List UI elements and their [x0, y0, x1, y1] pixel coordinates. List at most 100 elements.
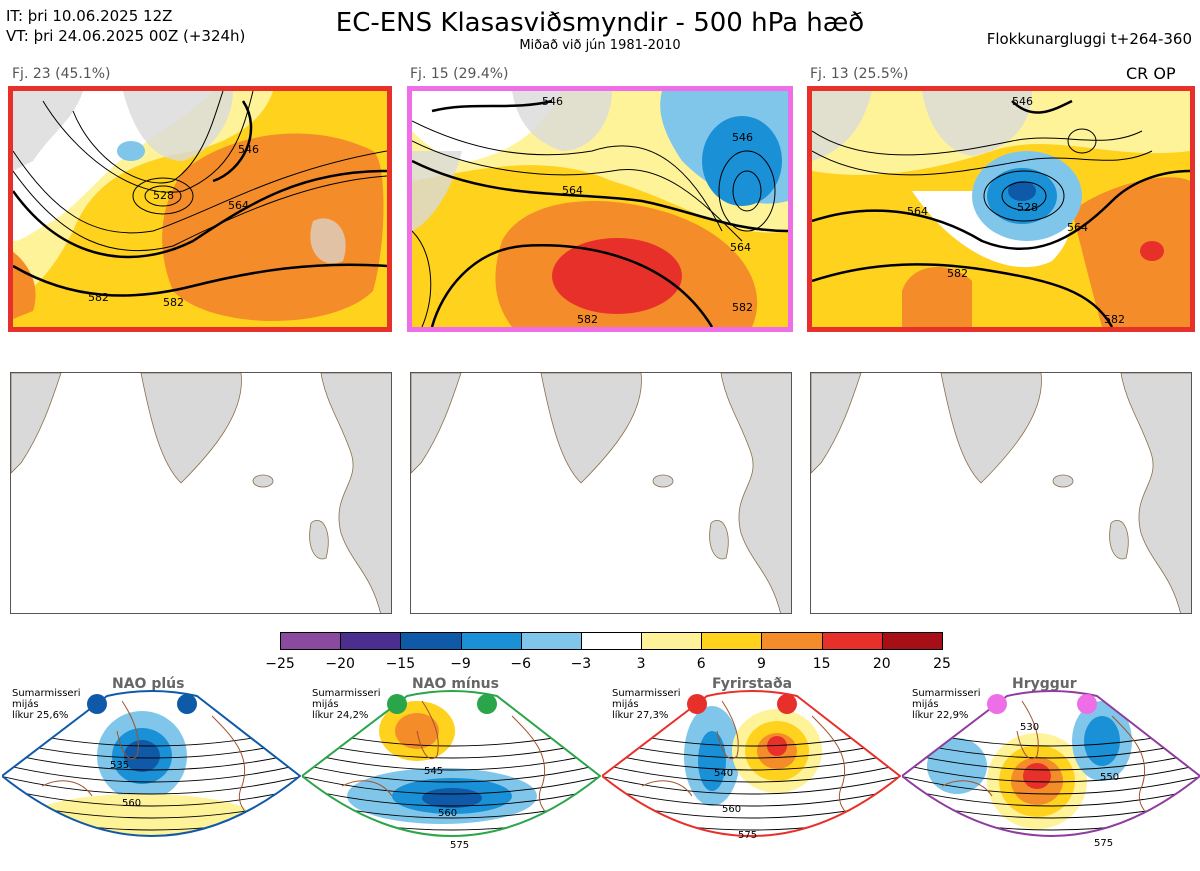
regime-marker — [687, 694, 707, 714]
colorbar-segment — [520, 632, 582, 650]
contour-label: 564 — [730, 241, 751, 254]
valid-time: VT: þri 24.06.2025 00Z (+324h) — [6, 27, 246, 45]
contour-label: 575 — [1094, 838, 1113, 849]
anomaly-red — [552, 238, 682, 314]
regime-panel: Sumarmisseri mijás líkur 22,9% Hryggur 530 55… — [902, 676, 1200, 871]
regime-note: Sumarmisseri mijás líkur 22,9% — [912, 688, 980, 721]
contour-label: 582 — [732, 301, 753, 314]
land-iceland — [1052, 474, 1074, 488]
colorbar — [280, 632, 943, 652]
land-canada — [13, 91, 83, 171]
contour-label: 575 — [450, 840, 469, 851]
regime-panel: Sumarmisseri mijás líkur 27,3% Fyrirstaða 54… — [602, 676, 902, 871]
colorbar-segment — [821, 632, 883, 650]
anomaly-dark-blue — [1008, 181, 1036, 201]
regime-marker — [987, 694, 1007, 714]
regime-note-line: Sumarmisseri — [612, 688, 681, 699]
regime-note-line: Sumarmisseri — [912, 688, 981, 699]
contour-label: 582 — [88, 291, 109, 304]
contour-label: 560 — [122, 798, 141, 809]
base-map-2 — [410, 372, 792, 614]
land-greenland — [922, 91, 1032, 156]
regime-note-line: mijás — [312, 699, 339, 710]
base-map-1 — [10, 372, 392, 614]
regime-marker — [477, 694, 497, 714]
contour-label: 582 — [163, 296, 184, 309]
regime-note-line: líkur 25,6% — [12, 710, 69, 721]
contour-line — [2, 749, 300, 771]
contour-line — [302, 761, 600, 783]
regime-name: NAO plús — [112, 676, 185, 692]
colorbar-tick-label: −9 — [450, 656, 471, 672]
regime-field — [2, 700, 300, 836]
anomaly-area — [698, 731, 726, 791]
colorbar-segment — [400, 632, 462, 650]
contour-line — [902, 846, 1200, 866]
colorbar-segment — [761, 632, 823, 650]
init-time: IT: þri 10.06.2025 12Z — [6, 7, 173, 25]
regime-note: Sumarmisseri mijás líkur 25,6% — [12, 688, 80, 721]
regime-marker — [177, 694, 197, 714]
contour-line — [602, 773, 900, 795]
contour-label: 546 — [732, 131, 753, 144]
regime-note-line: Sumarmisseri — [12, 688, 81, 699]
cluster-map-3: 546 564 528 564 582 582 — [807, 86, 1195, 332]
colorbar-segment — [701, 632, 763, 650]
land-britain — [310, 218, 346, 264]
cluster-map-1: 546 528 564 582 582 — [8, 86, 392, 332]
regime-sector-map: 545 560 575 — [302, 690, 602, 851]
colorbar-tick-label: 25 — [933, 656, 951, 672]
contour-line — [902, 773, 1200, 795]
land-canada — [811, 373, 862, 474]
regime-frame — [902, 690, 1200, 837]
anomaly-blue — [117, 141, 145, 161]
contour-line — [602, 749, 900, 771]
contour-label: 560 — [722, 804, 741, 815]
panel-2-label: Fj. 15 (29.4%) — [410, 66, 509, 82]
anomaly-area — [927, 738, 987, 794]
land-greenland — [140, 373, 242, 484]
land-iceland — [252, 474, 274, 488]
page-title: EC-ENS Klasasviðsmyndir - 500 hPa hæð — [335, 8, 865, 38]
contour-line — [302, 821, 600, 836]
colorbar-tick-label: −15 — [385, 656, 416, 672]
contour-label: 560 — [438, 808, 457, 819]
contour-line — [302, 749, 600, 771]
colorbar-tick-label: 15 — [812, 656, 831, 672]
contour-label: 575 — [738, 830, 757, 841]
land-canada — [11, 373, 62, 474]
contour-label: 528 — [1017, 201, 1038, 214]
classification-window: Flokkunargluggi t+264-360 — [986, 30, 1192, 48]
anomaly-area — [1012, 845, 1048, 857]
regime-note-line: líkur 24,2% — [312, 710, 369, 721]
regime-sector-map: 540 560 575 — [602, 690, 902, 841]
land-britain — [709, 520, 729, 560]
land-greenland — [123, 91, 233, 161]
anomaly-orange-south — [902, 267, 972, 327]
regime-marker — [87, 694, 107, 714]
regime-sector-map: 530 550 575 — [902, 690, 1200, 866]
contour-label: 546 — [542, 95, 563, 108]
regime-note-line: líkur 22,9% — [912, 710, 969, 721]
base-map-3 — [810, 372, 1192, 614]
regime-frame — [302, 690, 602, 837]
land-canada — [812, 91, 872, 161]
anomaly-area — [767, 736, 787, 756]
contour-label: 550 — [1100, 772, 1119, 783]
contour-label: 528 — [153, 189, 174, 202]
colorbar-segment — [460, 632, 522, 650]
contour-line — [602, 785, 900, 807]
colorbar-tick-label: −6 — [510, 656, 532, 672]
regime-note-line: líkur 27,3% — [612, 710, 669, 721]
land-canada — [411, 373, 462, 474]
contour-label: 582 — [577, 313, 598, 326]
regime-note: Sumarmisseri mijás líkur 24,2% — [312, 688, 380, 721]
contour-line — [902, 785, 1200, 807]
contour-label: 530 — [1020, 722, 1039, 733]
regime-panel: Sumarmisseri mijás líkur 24,2% NAO mínus 545… — [302, 676, 602, 871]
regime-note-line: Sumarmisseri — [312, 688, 381, 699]
land-greenland — [540, 373, 642, 484]
regime-marker — [387, 694, 407, 714]
colorbar-segment — [280, 632, 342, 650]
contour-line — [602, 809, 900, 831]
